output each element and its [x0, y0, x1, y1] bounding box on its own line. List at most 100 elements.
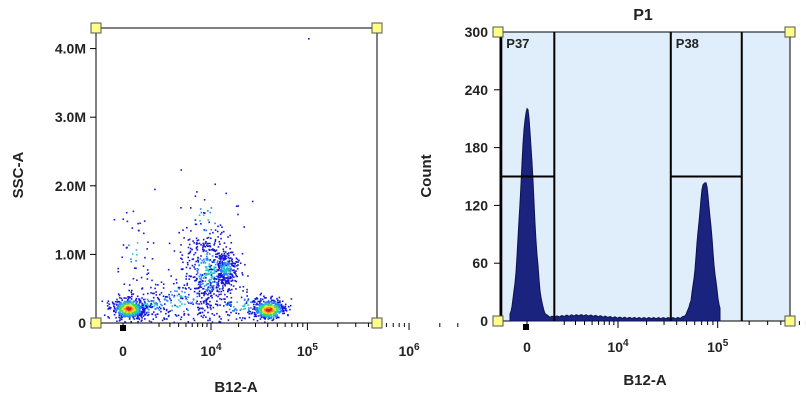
scatter-point	[266, 308, 269, 311]
scatter-point	[147, 304, 149, 307]
scatter-point	[219, 243, 221, 245]
scatter-point	[213, 293, 215, 295]
scatter-point	[210, 285, 213, 287]
scatter-point	[221, 226, 223, 228]
scatter-corner-handle-top-right[interactable]	[371, 22, 383, 34]
scatter-point	[259, 311, 262, 314]
histogram-corner-handle-bottom-right[interactable]	[784, 315, 796, 327]
scatter-point	[207, 242, 209, 245]
scatter-point	[138, 306, 141, 308]
scatter-point	[214, 238, 217, 241]
scatter-point	[205, 274, 207, 277]
scatter-point	[221, 253, 223, 255]
scatter-point	[262, 308, 264, 310]
scatter-point	[207, 269, 210, 272]
scatter-point	[225, 264, 227, 267]
scatter-point	[215, 286, 218, 288]
scatter-point	[179, 301, 182, 303]
scatter-point	[187, 321, 190, 323]
scatter-point	[262, 309, 264, 312]
scatter-point	[134, 315, 136, 317]
scatter-point	[145, 305, 148, 308]
scatter-point	[179, 251, 182, 253]
histogram-corner-handle-top-left[interactable]	[492, 26, 504, 38]
scatter-point	[174, 290, 176, 292]
histogram-corner-handle-bottom-left[interactable]	[492, 315, 504, 327]
scatter-point	[194, 219, 197, 221]
scatter-corner-handle-bottom-left[interactable]	[90, 317, 102, 329]
scatter-point	[117, 267, 119, 270]
scatter-point	[228, 263, 231, 265]
scatter-point	[198, 242, 201, 245]
scatter-point	[212, 287, 215, 289]
scatter-point	[195, 260, 197, 263]
scatter-point	[136, 307, 138, 310]
scatter-point	[225, 272, 228, 275]
scatter-point	[224, 301, 226, 303]
scatter-point	[247, 311, 249, 314]
scatter-point	[143, 303, 146, 306]
scatter-point	[218, 266, 221, 268]
gate-p37[interactable]: P37	[500, 32, 556, 321]
scatter-point	[155, 283, 157, 286]
scatter-point	[264, 309, 266, 312]
scatter-point	[113, 306, 116, 308]
scatter-point	[279, 304, 281, 306]
scatter-point	[173, 282, 175, 285]
scatter-point	[207, 311, 209, 314]
scatter-point	[214, 263, 217, 266]
histogram-corner-handle-top-right[interactable]	[784, 26, 796, 38]
scatter-corner-handle-bottom-right[interactable]	[371, 317, 383, 329]
scatter-point	[208, 221, 210, 224]
scatter-point	[197, 271, 199, 274]
scatter-point	[122, 308, 124, 311]
scatter-point	[209, 272, 212, 274]
scatter-point	[289, 308, 291, 311]
scatter-point	[125, 305, 128, 308]
scatter-point	[268, 308, 271, 311]
scatter-point	[222, 267, 225, 270]
scatter-point	[180, 295, 183, 298]
gate-p38[interactable]: P38	[669, 32, 743, 321]
scatter-point	[116, 320, 118, 323]
scatter-point	[209, 317, 211, 320]
scatter-point	[183, 310, 185, 313]
scatter-point	[195, 237, 198, 240]
scatter-point	[183, 314, 185, 316]
scatter-point	[182, 287, 184, 289]
scatter-point	[259, 309, 262, 311]
scatter-point	[118, 305, 121, 308]
scatter-point	[267, 310, 270, 312]
scatter-point	[186, 284, 188, 286]
scatter-point	[123, 310, 126, 312]
scatter-point	[280, 307, 283, 309]
scatter-point	[166, 300, 169, 302]
scatter-point	[222, 270, 225, 272]
scatter-point	[186, 272, 188, 275]
scatter-point	[235, 205, 238, 208]
scatter-point	[218, 320, 221, 323]
scatter-point	[257, 300, 259, 303]
scatter-point	[142, 315, 145, 317]
scatter-point	[119, 304, 122, 306]
scatter-point	[165, 309, 168, 312]
scatter-point	[258, 306, 261, 309]
scatter-point	[130, 305, 133, 308]
scatter-point	[118, 306, 121, 309]
scatter-point	[265, 307, 268, 310]
scatter-point	[173, 294, 176, 297]
scatter-point	[209, 319, 211, 321]
scatter-point	[221, 263, 224, 266]
scatter-point	[281, 308, 284, 310]
scatter-point	[264, 308, 266, 310]
scatter-point	[128, 244, 130, 247]
scatter-point	[210, 274, 213, 276]
scatter-point	[279, 300, 281, 302]
scatter-point	[229, 301, 231, 304]
scatter-point	[198, 303, 200, 305]
scatter-point	[185, 296, 188, 298]
scatter-point	[223, 254, 225, 257]
scatter-point	[230, 242, 233, 244]
scatter-point	[155, 294, 158, 296]
scatter-corner-handle-top-left[interactable]	[90, 22, 102, 34]
